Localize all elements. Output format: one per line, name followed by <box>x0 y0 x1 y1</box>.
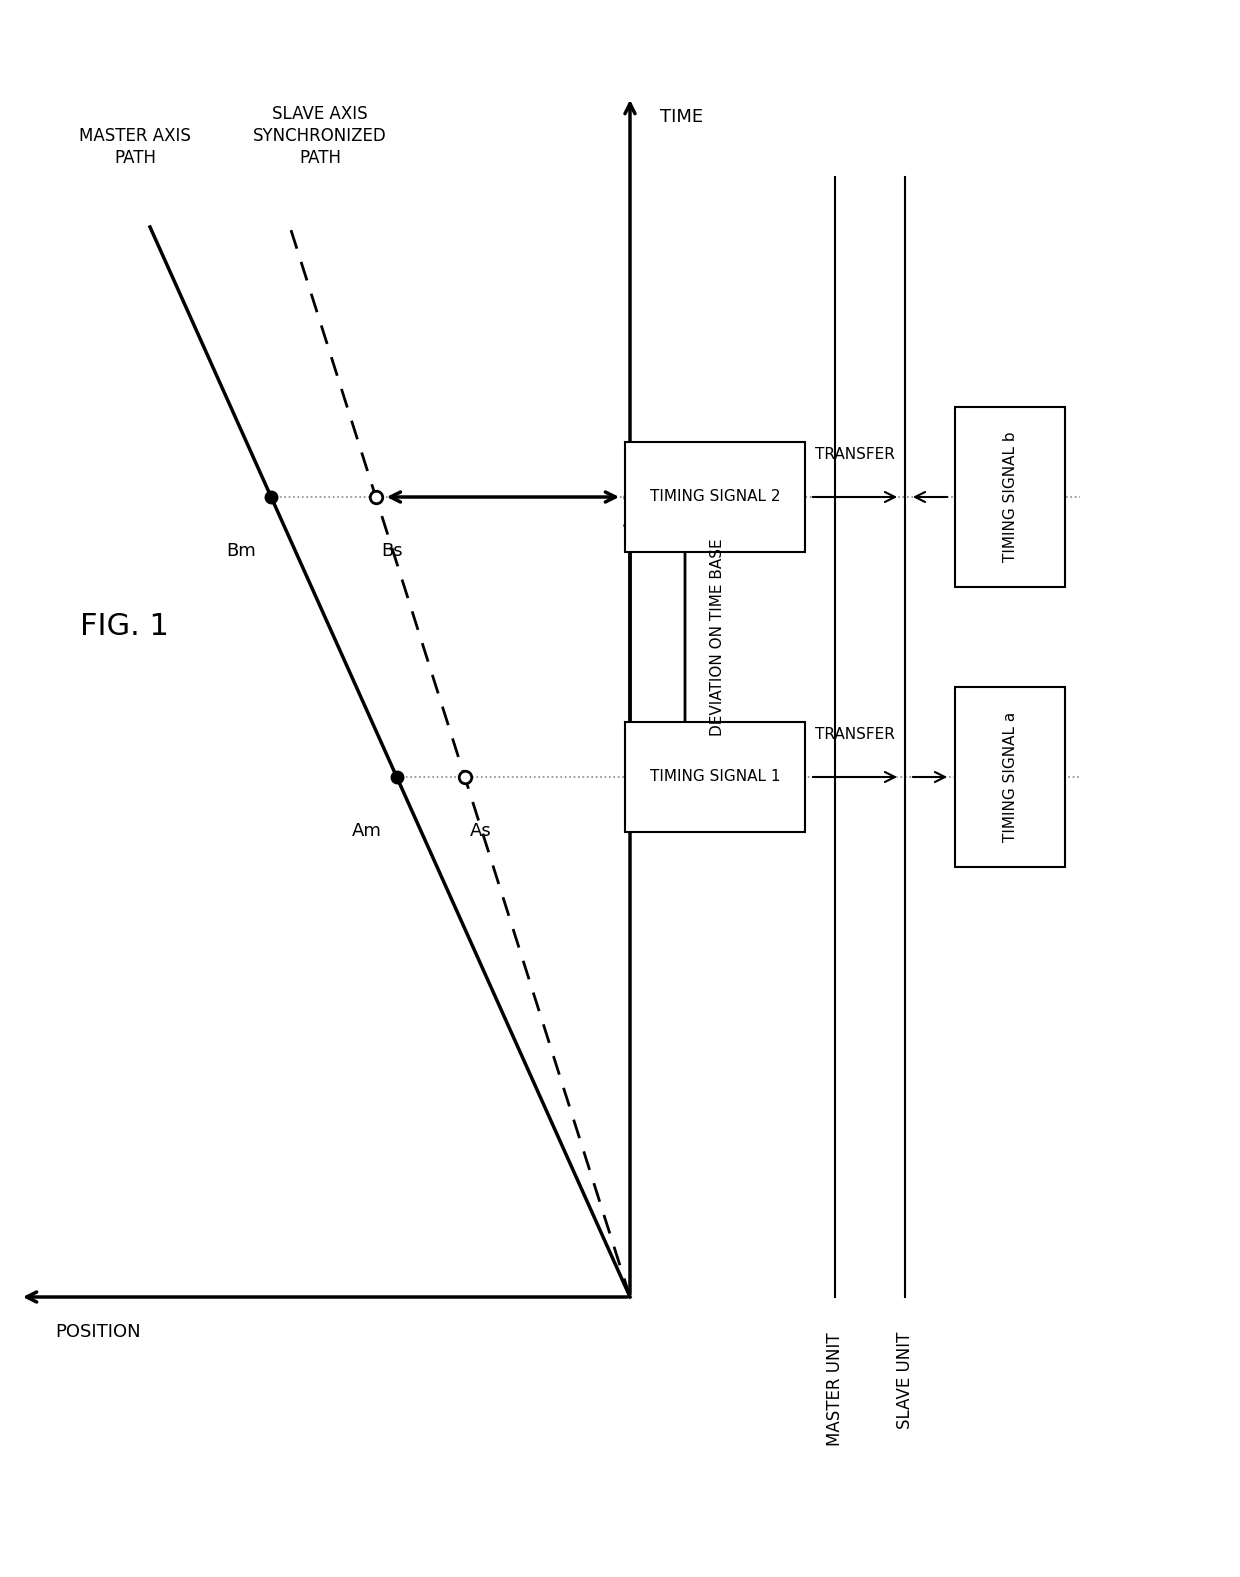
Text: SLAVE AXIS
SYNCHRONIZED
PATH: SLAVE AXIS SYNCHRONIZED PATH <box>253 104 387 167</box>
Text: TIME: TIME <box>660 107 703 126</box>
Bar <box>955 407 1065 587</box>
Bar <box>625 442 805 552</box>
Text: FIG. 1: FIG. 1 <box>81 612 169 642</box>
Text: SLAVE UNIT: SLAVE UNIT <box>897 1333 914 1429</box>
Text: TRANSFER: TRANSFER <box>815 446 895 462</box>
Text: Bs: Bs <box>381 542 403 560</box>
Text: TIMING SIGNAL 2: TIMING SIGNAL 2 <box>650 489 780 505</box>
Text: MASTER UNIT: MASTER UNIT <box>826 1333 844 1446</box>
Text: TIMING SIGNAL a: TIMING SIGNAL a <box>1002 711 1018 842</box>
Text: TIMING SIGNAL 1: TIMING SIGNAL 1 <box>650 770 780 784</box>
Bar <box>625 722 805 833</box>
Text: MASTER AXIS
PATH: MASTER AXIS PATH <box>79 126 191 167</box>
Text: As: As <box>470 822 491 841</box>
Bar <box>955 688 1065 867</box>
Text: Am: Am <box>352 822 382 841</box>
Text: POSITION: POSITION <box>55 1323 140 1340</box>
Text: DEVIATION ON TIME BASE: DEVIATION ON TIME BASE <box>711 538 725 736</box>
Text: Bm: Bm <box>227 542 257 560</box>
Text: TRANSFER: TRANSFER <box>815 727 895 743</box>
Text: TIMING SIGNAL b: TIMING SIGNAL b <box>1002 432 1018 563</box>
